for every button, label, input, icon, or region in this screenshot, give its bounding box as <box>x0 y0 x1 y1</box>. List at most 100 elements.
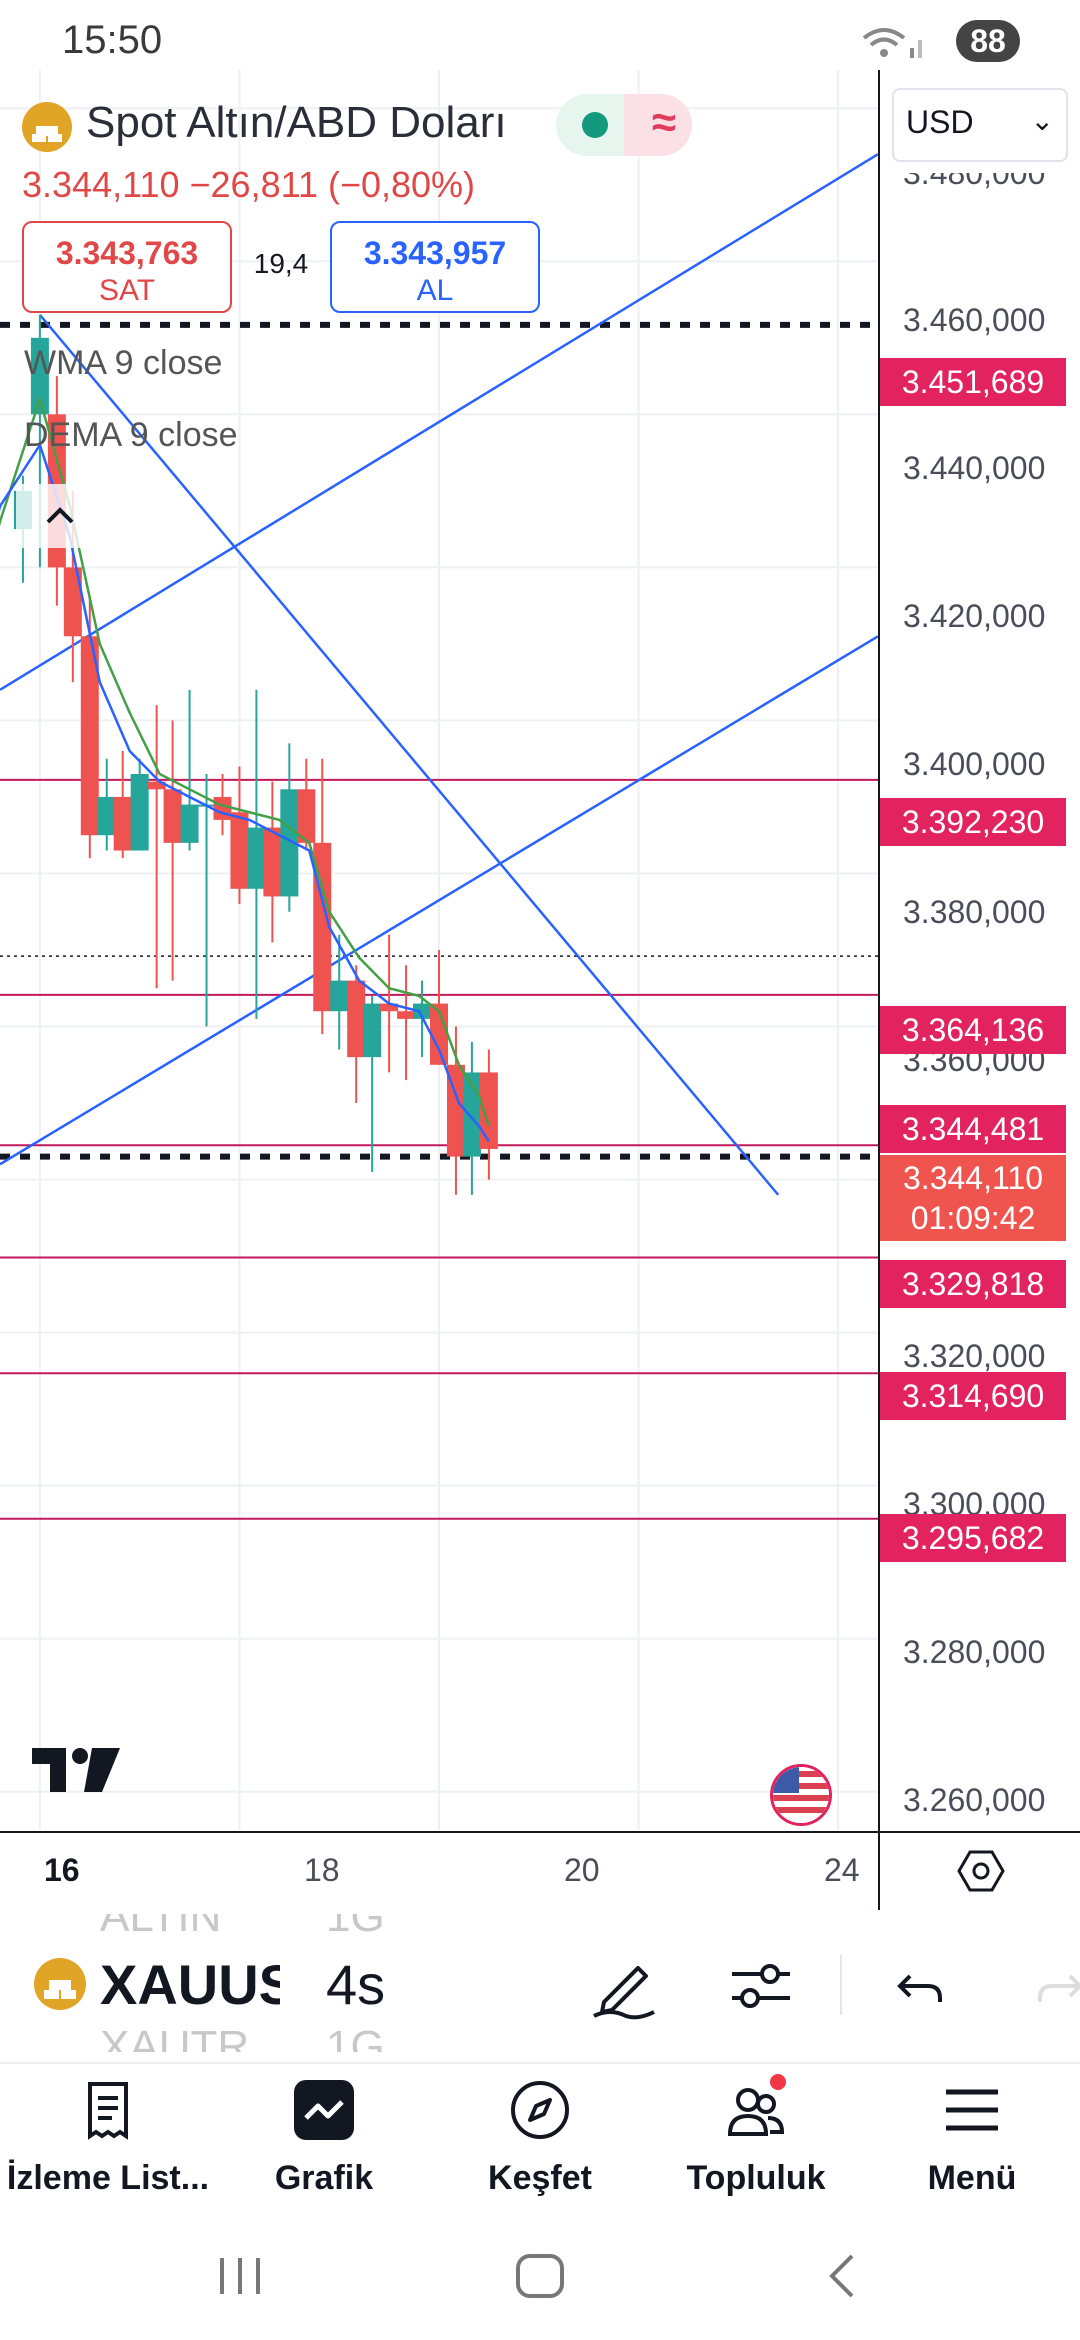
candle-body <box>363 1003 382 1058</box>
chart-icon <box>294 2080 354 2140</box>
us-flag-icon[interactable] <box>770 1764 832 1826</box>
last-price: 3.344,110 <box>22 164 180 205</box>
battery-indicator: 88 <box>956 20 1020 62</box>
wma-line <box>0 442 490 1142</box>
level-tag[interactable]: 3.451,689 <box>880 358 1066 406</box>
price-axis-label: 3.480,000 <box>903 155 1046 191</box>
recent-apps-icon[interactable] <box>216 2254 266 2298</box>
nav-label: İzleme List... <box>6 2159 210 2197</box>
level-tag[interactable]: 3.295,682 <box>880 1514 1066 1562</box>
level-tag[interactable]: 3.314,690 <box>880 1372 1066 1420</box>
currency-select[interactable]: USD ⌄ <box>892 88 1068 162</box>
trendline <box>0 635 879 1166</box>
redo-icon[interactable] <box>1030 1952 1080 2022</box>
back-icon[interactable] <box>822 2252 862 2300</box>
tradingview-logo <box>32 1748 120 1792</box>
nav-community[interactable]: Topluluk <box>648 2074 864 2198</box>
candle-body <box>280 789 299 897</box>
price-axis-label: 3.420,000 <box>903 598 1046 634</box>
sell-button[interactable]: 3.343,763 SAT <box>22 221 232 313</box>
trendline <box>0 153 879 691</box>
undo-icon[interactable] <box>888 1952 958 2022</box>
price-axis-label: 3.260,000 <box>903 1782 1046 1818</box>
compass-icon <box>511 2081 569 2139</box>
nav-watchlist[interactable]: İzleme List... <box>0 2078 216 2198</box>
candle-body <box>430 1003 448 1065</box>
interval-selector[interactable]: 4s <box>326 1953 386 2016</box>
candle-body <box>263 827 282 897</box>
chart-settings-icon[interactable] <box>956 1846 1006 1896</box>
live-price-tag: 3.344,110 01:09:42 <box>880 1155 1066 1241</box>
buy-price: 3.343,957 <box>363 235 507 271</box>
indicator-dema-legend[interactable]: DEMA 9 close <box>24 416 238 454</box>
nav-label: Keşfet <box>488 2159 592 2197</box>
nav-chart[interactable]: Grafik <box>216 2078 432 2198</box>
buy-button[interactable]: 3.343,957 AL <box>330 221 540 313</box>
candle-body <box>380 1003 399 1012</box>
price-change-line: 3.344,110 −26,811 (−0,80%) <box>22 164 475 206</box>
wifi-signal-icon <box>862 28 922 58</box>
candle-body <box>97 796 116 836</box>
trendline <box>38 314 780 1196</box>
collapse-legend-button[interactable] <box>16 484 104 548</box>
sell-price: 3.343,763 <box>55 235 199 271</box>
indicators-icon[interactable] <box>726 1952 796 2022</box>
gold-symbol-icon <box>34 1958 86 2010</box>
level-tag[interactable]: 3.364,136 <box>880 1006 1066 1054</box>
menu-icon <box>946 2089 998 2131</box>
system-navigation <box>0 2212 1080 2340</box>
candle-body <box>230 812 249 889</box>
price-axis-label: 3.320,000 <box>903 1338 1046 1374</box>
chevron-up-icon <box>46 507 74 524</box>
nav-label: Grafik <box>274 2159 374 2197</box>
community-icon <box>727 2074 786 2136</box>
price-axis-label: 3.280,000 <box>903 1634 1046 1670</box>
delay-indicator-icon: ≈ <box>651 98 676 147</box>
level-tag[interactable]: 3.329,818 <box>880 1260 1066 1308</box>
nav-menu[interactable]: Menü <box>864 2078 1080 2198</box>
candle-body <box>479 1072 498 1149</box>
time-axis-label: 20 <box>564 1852 600 1888</box>
level-tag[interactable]: 3.344,481 <box>880 1105 1066 1153</box>
candle-body <box>63 567 82 637</box>
interval-next[interactable]: 1G <box>326 2022 385 2071</box>
candle-body <box>147 781 166 790</box>
candle-body <box>413 1003 432 1019</box>
nav-explore[interactable]: Keşfet <box>432 2078 648 2198</box>
spread-value: 19,4 <box>253 248 309 279</box>
price-change: −26,811 (−0,80%) <box>189 164 476 205</box>
level-tag[interactable]: 3.392,230 <box>880 798 1066 846</box>
time-axis-label: 16 <box>44 1852 80 1888</box>
symbol-next[interactable]: XAUTR <box>100 2022 250 2071</box>
candle-body <box>297 789 316 843</box>
candle-body <box>347 980 366 1058</box>
market-status-pill[interactable]: ≈ <box>556 94 692 156</box>
nav-label: Topluluk <box>686 2159 826 2197</box>
symbol-selector[interactable]: XAUUSD <box>100 1953 280 2016</box>
live-price: 3.344,110 <box>903 1160 1043 1196</box>
candle-body <box>213 796 232 820</box>
nav-label: Menü <box>927 2159 1017 2197</box>
time-axis-label: 24 <box>824 1852 860 1888</box>
indicator-wma-legend[interactable]: WMA 9 close <box>24 344 223 382</box>
price-chart[interactable] <box>0 0 1080 1910</box>
candle-body <box>397 1011 416 1019</box>
buy-label: AL <box>416 274 454 307</box>
home-icon[interactable] <box>514 2252 566 2300</box>
symbol-prev[interactable]: ALTIN <box>100 1892 222 1941</box>
symbol-name[interactable]: Spot Altın/ABD Doları <box>86 98 507 147</box>
bar-countdown: 01:09:42 <box>910 1200 1036 1236</box>
draw-pen-icon[interactable] <box>590 1952 660 2022</box>
candle-body <box>80 636 99 836</box>
candle-body <box>330 980 349 1012</box>
notification-dot <box>770 2074 786 2090</box>
sell-label: SAT <box>98 274 156 307</box>
currency-value: USD <box>906 104 974 140</box>
toolbar-divider <box>840 1955 842 2015</box>
gold-symbol-icon <box>22 102 72 152</box>
interval-prev[interactable]: 1G <box>326 1892 385 1941</box>
price-axis-label: 3.460,000 <box>903 302 1046 338</box>
candle-body <box>113 796 132 851</box>
price-axis-label: 3.440,000 <box>903 450 1046 486</box>
candle-body <box>130 774 149 851</box>
